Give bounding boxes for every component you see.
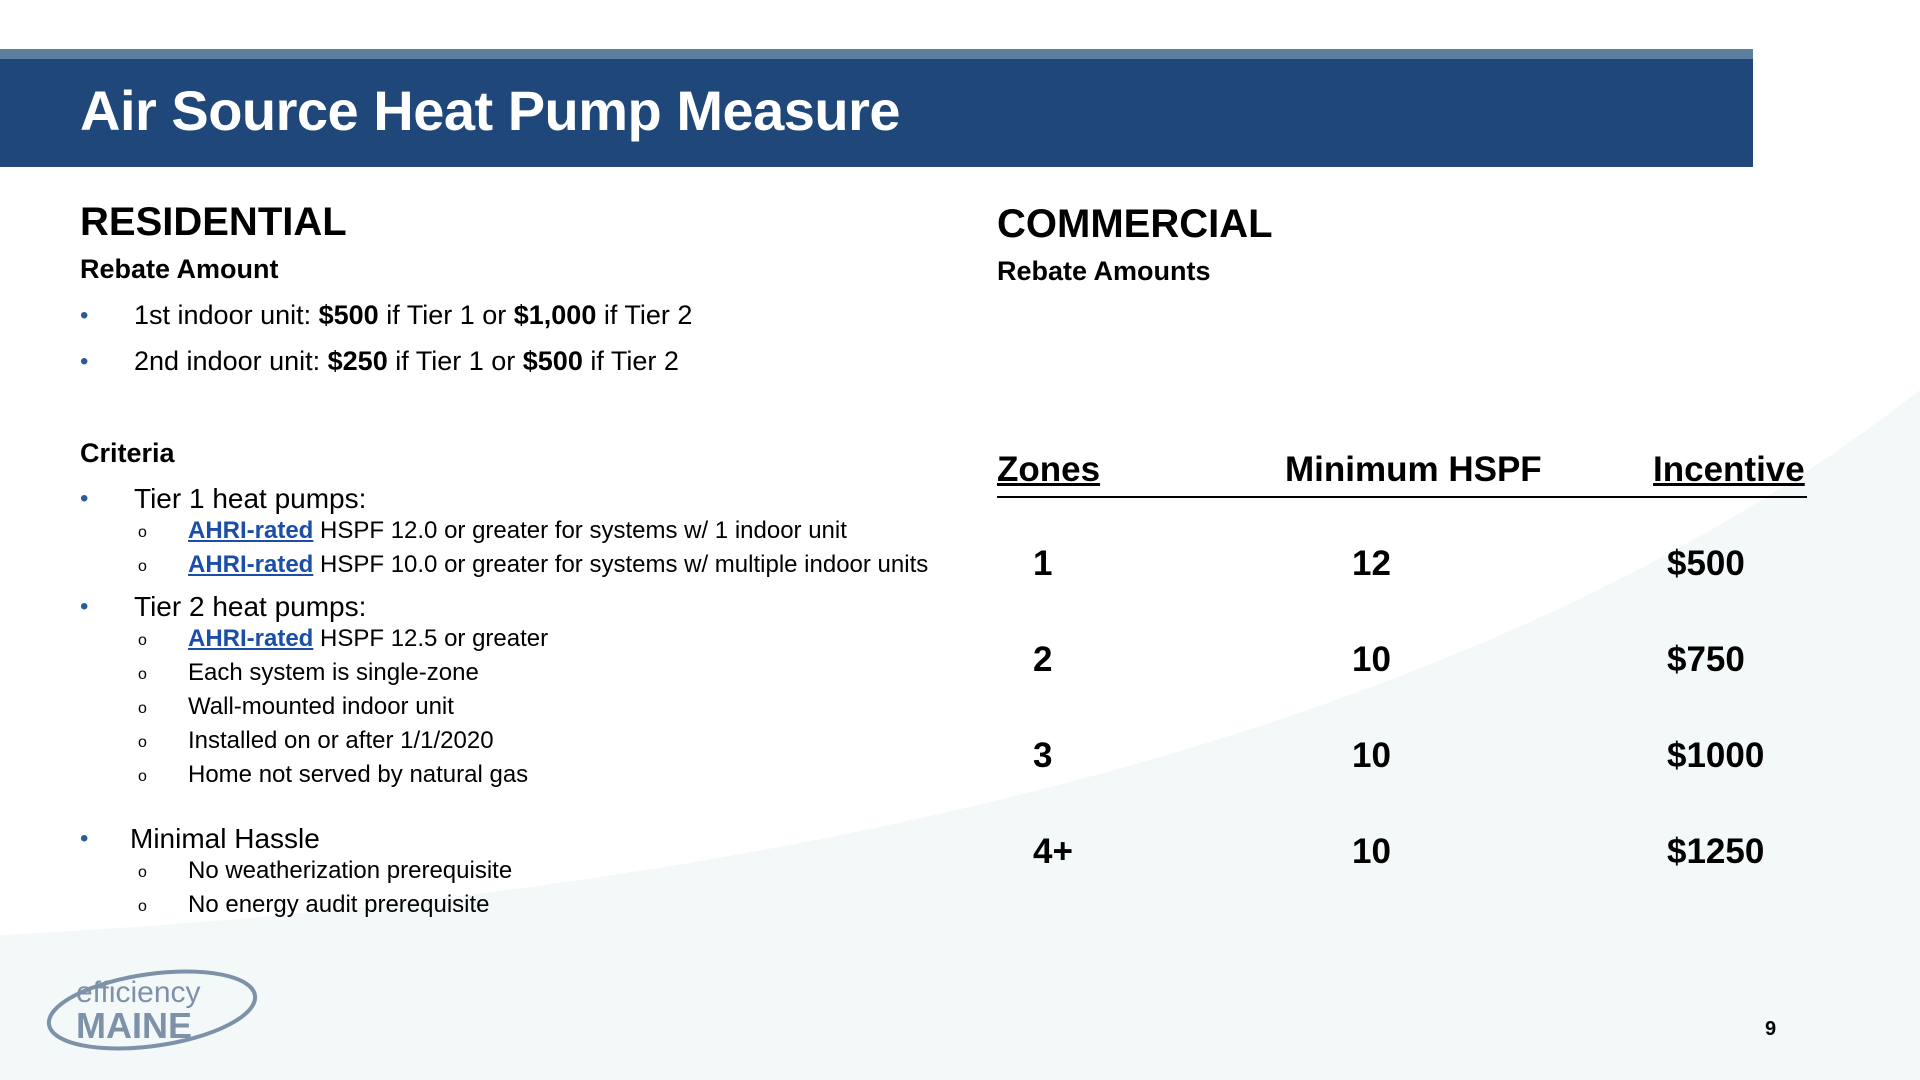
title-bar [0,59,1753,167]
bullet-icon: • [80,593,89,620]
incentive-cell: $1250 [1667,832,1765,871]
rebate-text: if Tier 2 [582,346,679,376]
criteria-text: HSPF 12.0 or greater for systems w/ 1 in… [313,517,847,544]
hspf-cell: 10 [1352,832,1391,871]
logo-text-efficiency: efficiency [76,976,201,1009]
table-header: Zones Minimum HSPF Incentive [997,448,1807,498]
criteria-text: Home not served by natural gas [188,761,529,788]
circle-bullet-icon: o [138,768,147,785]
rebate-text: if Tier 1 or [378,300,514,330]
bullet-icon: • [80,825,89,852]
zones-cell: 2 [1033,640,1053,679]
criteria-text: Wall-mounted indoor unit [188,693,454,720]
page-title: Air Source Heat Pump Measure [80,79,901,142]
criteria-text: Each system is single-zone [188,659,479,686]
list-item: o Installed on or after 1/1/2020 [134,728,960,754]
incentive-table: Zones Minimum HSPF Incentive 1 12 $500 2… [997,448,1807,882]
zones-cell: 1 [1033,544,1053,583]
circle-bullet-icon: o [138,898,147,915]
circle-bullet-icon: o [138,558,147,575]
logo-text-maine: MAINE [76,1005,192,1046]
rebate-amount: $500 [318,300,379,330]
criteria-text: Installed on or after 1/1/2020 [188,727,494,754]
list-item: o Home not served by natural gas [134,762,960,788]
hassle-item: • Minimal Hassle o No weatherization pre… [80,822,960,918]
tier1-item: • Tier 1 heat pumps: o AHRI-rated HSPF 1… [80,482,960,578]
tier2-sublist: o AHRI-rated HSPF 12.5 or greater o Each… [134,626,960,788]
tier2-label: Tier 2 heat pumps: [134,591,367,622]
incentive-cell: $750 [1667,640,1745,679]
page-number: 9 [1765,1018,1777,1040]
circle-bullet-icon: o [138,864,147,881]
hspf-cell: 10 [1352,640,1391,679]
zones-header: Zones [997,450,1101,489]
circle-bullet-icon: o [138,734,147,751]
circle-bullet-icon: o [138,632,147,649]
rebate-amount: $1,000 [513,300,597,330]
rebate-amount-heading: Rebate Amount [80,254,279,284]
tier1-label: Tier 1 heat pumps: [134,483,367,514]
title-bar-accent [0,49,1753,59]
commercial-heading: COMMERCIAL [997,202,1273,246]
tier2-item: • Tier 2 heat pumps: o AHRI-rated HSPF 1… [80,590,960,788]
rebate-text: if Tier 2 [596,300,693,330]
circle-bullet-icon: o [138,666,147,683]
table-row: 4+ 10 $1250 [997,786,1807,882]
bullet-icon: • [80,348,89,375]
ahri-rated-link[interactable]: AHRI-rated [188,517,314,544]
list-item: o AHRI-rated HSPF 10.0 or greater for sy… [134,552,960,578]
rebate-item: • 1st indoor unit: $500 if Tier 1 or $1,… [80,298,960,332]
criteria-text: No energy audit prerequisite [188,891,490,918]
bullet-icon: • [80,302,89,329]
rebate-item: • 2nd indoor unit: $250 if Tier 1 or $50… [80,344,960,378]
commercial-column: COMMERCIAL Rebate Amounts Zones Minimum … [997,198,1837,871]
ahri-rated-link[interactable]: AHRI-rated [188,625,314,652]
efficiency-maine-logo: efficiency MAINE [46,969,258,1051]
list-item: o No weatherization prerequisite [134,858,960,884]
criteria-list: • Tier 1 heat pumps: o AHRI-rated HSPF 1… [80,482,960,918]
table-row: 3 10 $1000 [997,690,1807,786]
hassle-sublist: o No weatherization prerequisite o No en… [134,858,960,918]
rebate-list: • 1st indoor unit: $500 if Tier 1 or $1,… [80,298,960,378]
ahri-rated-link[interactable]: AHRI-rated [188,551,314,578]
hassle-label: Minimal Hassle [130,823,320,854]
rebate-text: 1st indoor unit: [134,300,319,330]
table-row: 2 10 $750 [997,594,1807,690]
criteria-text: HSPF 12.5 or greater [313,625,549,652]
tier1-sublist: o AHRI-rated HSPF 12.0 or greater for sy… [134,518,960,578]
rebate-amount: $500 [522,346,583,376]
zones-cell: 4+ [1033,832,1073,871]
min-hspf-header: Minimum HSPF [1285,450,1542,489]
list-item: o AHRI-rated HSPF 12.5 or greater [134,626,960,652]
residential-heading: RESIDENTIAL [80,200,347,244]
hspf-cell: 10 [1352,736,1391,775]
hspf-cell: 12 [1352,544,1391,583]
circle-bullet-icon: o [138,524,147,541]
rebate-text: 2nd indoor unit: [134,346,328,376]
rebate-amounts-heading: Rebate Amounts [997,256,1211,286]
bullet-icon: • [80,485,89,512]
list-item: o Each system is single-zone [134,660,960,686]
criteria-text: HSPF 10.0 or greater for systems w/ mult… [313,551,929,578]
rebate-amount: $250 [327,346,388,376]
rebate-text: if Tier 1 or [387,346,523,376]
table-row: 1 12 $500 [997,498,1807,594]
criteria-text: No weatherization prerequisite [188,857,513,884]
list-item: o No energy audit prerequisite [134,892,960,918]
incentive-cell: $500 [1667,544,1745,583]
incentive-cell: $1000 [1667,736,1765,775]
circle-bullet-icon: o [138,700,147,717]
incentive-header: Incentive [1653,450,1805,489]
residential-column: RESIDENTIAL Rebate Amount • 1st indoor u… [80,198,960,918]
criteria-heading: Criteria [80,438,175,468]
list-item: o AHRI-rated HSPF 12.0 or greater for sy… [134,518,960,544]
list-item: o Wall-mounted indoor unit [134,694,960,720]
zones-cell: 3 [1033,736,1053,775]
